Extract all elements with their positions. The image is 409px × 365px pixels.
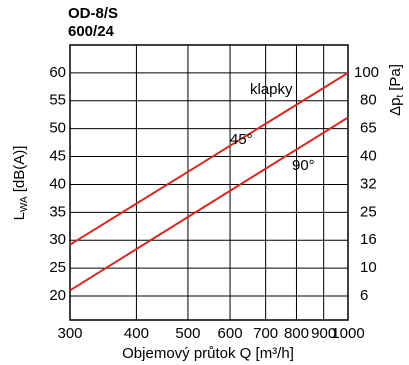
- x-tick-label: 600: [218, 325, 243, 342]
- x-axis-label: Objemový průtok Q [m³/h]: [122, 345, 294, 362]
- y-label-unit: [dB(A)]: [11, 146, 28, 193]
- y-axis-label: LWA [dB(A)]: [11, 146, 30, 221]
- legend-label: 90°: [292, 157, 315, 174]
- legend-label: 45°: [230, 131, 253, 148]
- x-tick-label: 400: [124, 325, 149, 342]
- y2-label-unit: [Pa]: [387, 64, 404, 91]
- annotation: klapky: [250, 81, 293, 98]
- x-tick-label: 700: [253, 325, 278, 342]
- y2-label-main: Δp: [387, 98, 404, 116]
- y-tick-label: 30: [49, 231, 66, 248]
- y2-axis-label-text: Δpt [Pa]: [387, 64, 406, 116]
- x-tick-label: 500: [175, 325, 200, 342]
- y-tick-label: 40: [49, 175, 66, 192]
- y2-tick-label: 25: [360, 203, 377, 220]
- y-tick-label: 20: [49, 287, 66, 304]
- y2-tick-label: 80: [360, 92, 377, 109]
- y-axis-label-text: LWA [dB(A)]: [11, 146, 30, 221]
- y2-tick-label: 10: [360, 259, 377, 276]
- plot-frame: [69, 44, 349, 321]
- x-tick-label: 900: [311, 325, 336, 342]
- y-tick-label: 50: [49, 120, 66, 137]
- y-tick-label: 25: [49, 259, 66, 276]
- y-tick-label: 60: [49, 64, 66, 81]
- x-tick-label: 800: [284, 325, 309, 342]
- y-tick-label: 35: [49, 203, 66, 220]
- y2-tick-label: 16: [360, 231, 377, 248]
- y-label-main: L: [11, 212, 28, 220]
- y2-tick-label: 100: [354, 64, 379, 81]
- x-tick-label: 300: [57, 325, 82, 342]
- y2-tick-label: 6: [360, 287, 368, 304]
- chart-title: OD-8/S: [68, 5, 118, 22]
- y2-tick-label: 32: [360, 175, 377, 192]
- x-tick-label: 1000: [331, 325, 364, 342]
- y-label-sub: WA: [19, 196, 30, 212]
- y2-label-sub: t: [395, 95, 406, 98]
- y2-axis-label: Δpt [Pa]: [387, 64, 406, 116]
- y-tick-label: 45: [49, 148, 66, 165]
- y2-tick-label: 40: [360, 148, 377, 165]
- series-line: [69, 72, 349, 246]
- y2-tick-label: 65: [360, 120, 377, 137]
- y-tick-label: 55: [49, 92, 66, 109]
- series-line: [69, 116, 349, 292]
- chart-subtitle: 600/24: [68, 23, 115, 40]
